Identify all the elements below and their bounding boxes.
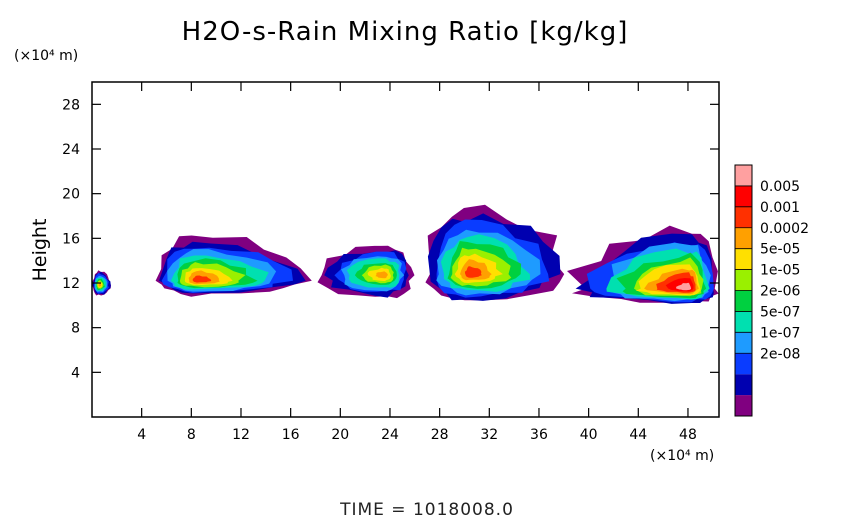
colorbar-label: 2e-06: [760, 284, 800, 300]
cloud-42: [567, 225, 719, 304]
rain-field: [92, 204, 719, 304]
colorbar-swatch: [735, 353, 752, 375]
x-tick-label: 20: [331, 427, 349, 443]
colorbar-label: 5e-07: [760, 304, 800, 320]
cloud-32: [425, 204, 565, 301]
x-tick-label: 8: [187, 427, 196, 443]
colorbar-swatch: [735, 165, 752, 186]
colorbar-label: 2e-08: [760, 346, 800, 362]
colorbar-swatch: [735, 290, 752, 312]
colorbar-swatch: [735, 269, 752, 291]
y-tick-label: 28: [62, 97, 80, 113]
contour-level-9: [192, 275, 212, 283]
y-tick-label: 4: [71, 365, 80, 381]
y-axis-label: Height: [29, 219, 51, 282]
y-axis: 4 8 12 16 20 24 28: [62, 97, 719, 381]
left-edge-cloud: [92, 270, 111, 296]
colorbar-swatch: [735, 227, 752, 249]
colorbar-swatch: [735, 206, 752, 228]
cloud-8: [155, 235, 312, 297]
x-tick-label: 16: [282, 427, 300, 443]
colorbar-swatch: [735, 332, 752, 354]
contour-level-11: [676, 282, 691, 291]
x-tick-label: 32: [480, 427, 498, 443]
colorbar-label: 1e-05: [760, 263, 800, 279]
plot-frame: [91, 81, 720, 418]
x-tick-label: 36: [530, 427, 548, 443]
y-tick-label: 12: [62, 276, 80, 292]
y-tick-label: 16: [62, 231, 80, 247]
colorbar-label: 0.005: [760, 179, 800, 195]
colorbar: 0.005 0.001 0.0002 5e-05 1e-05 2e-06 5e-07 1e-0…: [734, 164, 809, 417]
contour-level-8: [375, 271, 388, 279]
cloud-18: [317, 245, 415, 299]
colorbar-label: 0.0002: [760, 221, 809, 237]
colorbar-swatch: [735, 248, 752, 270]
x-tick-label: 24: [381, 427, 399, 443]
colorbar-label: 5e-05: [760, 242, 800, 258]
y-tick-label: 20: [62, 187, 80, 203]
colorbar-label: 1e-07: [760, 325, 800, 341]
colorbar-swatch: [735, 395, 752, 416]
chart-title: H2O-s-Rain Mixing Ratio [kg/kg]: [182, 17, 629, 47]
x-tick-label: 40: [580, 427, 598, 443]
colorbar-swatch: [735, 374, 752, 396]
colorbar-swatch: [735, 311, 752, 333]
x-tick-label: 44: [629, 427, 647, 443]
y-tick-label: 24: [62, 142, 80, 158]
colorbar-label: 0.001: [760, 200, 800, 216]
x-tick-label: 12: [232, 427, 250, 443]
contour-level-8: [98, 283, 102, 287]
x-tick-label: 28: [431, 427, 449, 443]
x-tick-label: 48: [679, 427, 697, 443]
time-label: TIME = 1018008.0: [339, 500, 514, 519]
x-axis: 4 8 12 16 20 24 28 32 36 40 44 48: [137, 82, 697, 443]
x-unit-label: (×10⁴ m): [650, 448, 714, 464]
y-unit-label: (×10⁴ m): [14, 48, 78, 64]
x-tick-label: 4: [137, 427, 146, 443]
colorbar-swatch: [735, 185, 752, 207]
contour-level-9: [464, 266, 482, 278]
y-tick-label: 8: [71, 321, 80, 337]
